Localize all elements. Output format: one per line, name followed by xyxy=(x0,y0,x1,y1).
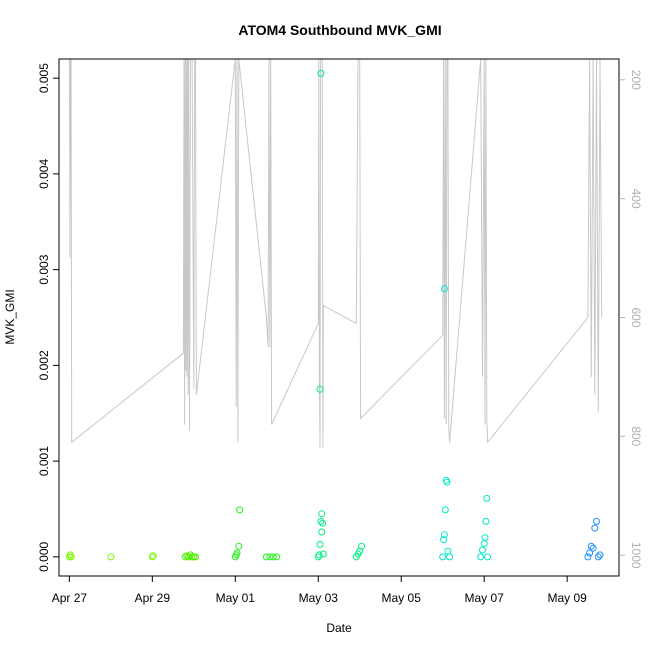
x-tick-label: May 05 xyxy=(382,591,422,605)
data-point xyxy=(266,553,274,561)
data-point xyxy=(316,385,324,393)
y2-tick-label: 400 xyxy=(629,189,643,209)
data-point xyxy=(594,553,602,561)
data-point xyxy=(262,553,270,561)
data-point xyxy=(481,534,489,542)
data-point xyxy=(440,531,448,539)
plot-frame xyxy=(58,58,620,577)
data-point xyxy=(148,553,156,561)
data-point xyxy=(593,517,600,525)
data-point xyxy=(319,550,327,558)
x-tick-label: May 03 xyxy=(299,591,339,605)
data-point xyxy=(596,551,604,559)
data-points xyxy=(65,69,604,561)
data-point xyxy=(440,536,448,544)
data-point xyxy=(316,540,324,548)
data-point xyxy=(233,549,241,557)
data-point xyxy=(439,553,447,561)
x-tick-label: May 07 xyxy=(465,591,505,605)
y-tick-label: 0.000 xyxy=(37,542,51,572)
y-tick-label: 0.001 xyxy=(37,446,51,476)
data-point xyxy=(67,553,75,561)
data-point xyxy=(269,553,277,561)
y2-axis: 200 400 600 800 1000 xyxy=(619,70,643,569)
y-axis: 0.000 0.001 0.002 0.003 0.004 0.005 xyxy=(37,63,59,572)
data-point xyxy=(183,552,191,560)
data-point xyxy=(480,539,488,547)
y-tick-label: 0.002 xyxy=(37,350,51,380)
data-point xyxy=(587,542,595,550)
x-tick-label: May 09 xyxy=(547,591,587,605)
x-axis-label: Date xyxy=(326,621,352,635)
y-tick-label: 0.005 xyxy=(37,63,51,93)
data-point xyxy=(444,547,452,555)
flight-track-line xyxy=(68,59,603,449)
data-point xyxy=(317,517,325,525)
data-point xyxy=(149,552,157,560)
y2-tick-label: 200 xyxy=(629,70,643,90)
y-tick-label: 0.004 xyxy=(37,159,51,189)
data-point xyxy=(479,546,486,554)
data-point xyxy=(477,553,485,561)
data-point xyxy=(185,553,193,561)
y2-tick-label: 1000 xyxy=(629,542,643,569)
data-point xyxy=(356,547,364,555)
y-tick-label: 0.003 xyxy=(37,254,51,284)
data-point xyxy=(318,528,326,536)
data-point xyxy=(591,524,599,532)
data-point xyxy=(586,549,594,557)
x-axis: Apr 27 Apr 29 May 01 May 03 May 05 May 07 May … xyxy=(52,576,587,605)
data-point xyxy=(441,506,449,514)
data-point xyxy=(273,553,281,561)
x-tick-label: May 01 xyxy=(216,591,256,605)
y2-tick-label: 800 xyxy=(629,426,643,446)
data-point xyxy=(235,542,243,550)
data-point xyxy=(482,517,490,525)
data-point xyxy=(584,553,592,561)
data-point xyxy=(484,553,492,561)
data-point xyxy=(589,544,597,552)
data-point xyxy=(483,494,491,502)
data-point xyxy=(358,542,365,550)
chart-title: ATOM4 Southbound MVK_GMI xyxy=(238,22,441,38)
data-point xyxy=(446,553,454,561)
data-point xyxy=(443,478,451,486)
x-tick-label: Apr 29 xyxy=(135,591,171,605)
data-point xyxy=(315,551,323,559)
data-point xyxy=(440,285,448,293)
data-point xyxy=(236,506,244,514)
y-axis-label: MVK_GMI xyxy=(3,289,17,344)
data-point xyxy=(192,553,199,561)
data-point xyxy=(319,519,327,527)
flight-track xyxy=(68,59,603,449)
y2-tick-label: 600 xyxy=(629,307,643,327)
data-point xyxy=(317,69,325,77)
data-point xyxy=(318,510,326,518)
x-tick-label: Apr 27 xyxy=(52,591,88,605)
data-point xyxy=(107,553,115,561)
